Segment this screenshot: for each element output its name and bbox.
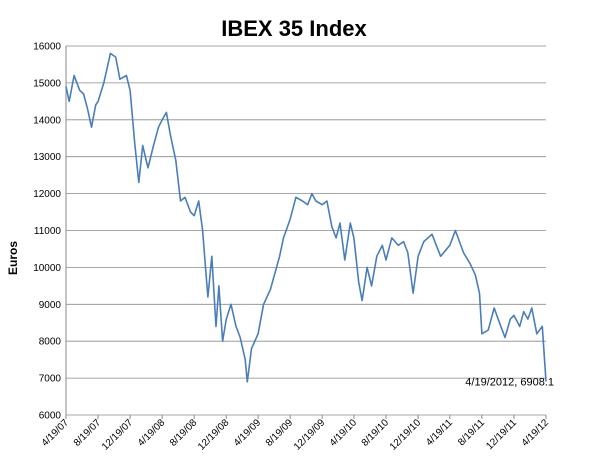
- y-tick-label: 15000: [33, 78, 61, 89]
- y-axis-label: Euros: [6, 241, 20, 275]
- y-tick-label: 10000: [33, 263, 61, 274]
- series-layer: [65, 52, 547, 383]
- x-tick-label: 4/19/08: [136, 417, 168, 449]
- x-tick-label: 4/19/11: [424, 417, 455, 448]
- data-label: 4/19/2012, 6908.1: [465, 376, 554, 388]
- x-tick-label: 12/19/07: [100, 417, 136, 453]
- x-tick-label: 8/19/10: [360, 417, 392, 449]
- y-tick-label: 14000: [33, 115, 61, 126]
- x-tick-label: 12/19/09: [292, 417, 328, 453]
- y-tick-label: 11000: [34, 226, 62, 237]
- x-tick-label: 12/19/08: [196, 417, 232, 453]
- x-tick-label: 4/19/09: [232, 417, 264, 449]
- y-tick-label: 9000: [39, 300, 62, 311]
- y-tick-label: 7000: [39, 374, 62, 385]
- x-tick-label: 4/19/12: [520, 417, 552, 449]
- x-tick-label: 12/19/10: [388, 417, 424, 453]
- y-tick-label: 16000: [33, 42, 61, 53]
- chart-title: IBEX 35 Index: [221, 16, 367, 41]
- x-tick-label: 8/19/09: [264, 417, 296, 449]
- gridlines: [65, 45, 546, 416]
- x-tick-label: 8/19/08: [168, 417, 200, 449]
- y-tick-label: 13000: [33, 152, 61, 163]
- y-tick-label: 8000: [39, 337, 62, 348]
- x-tick-label: 4/19/07: [40, 417, 72, 449]
- y-tick-labels: 6000 7000 8000 9000 10000 11000 12000 13000 1400…: [33, 42, 61, 422]
- annotations: 4/19/2012, 6908.1: [465, 376, 554, 388]
- x-tick-label: 4/19/10: [328, 417, 360, 449]
- y-tick-label: 6000: [39, 411, 62, 422]
- x-tick-label: 12/19/11: [484, 417, 519, 452]
- x-tick-label: 8/19/07: [72, 417, 104, 449]
- series-line: [65, 52, 547, 383]
- x-tick-label: 8/19/11: [456, 417, 487, 448]
- y-tick-label: 12000: [33, 189, 61, 200]
